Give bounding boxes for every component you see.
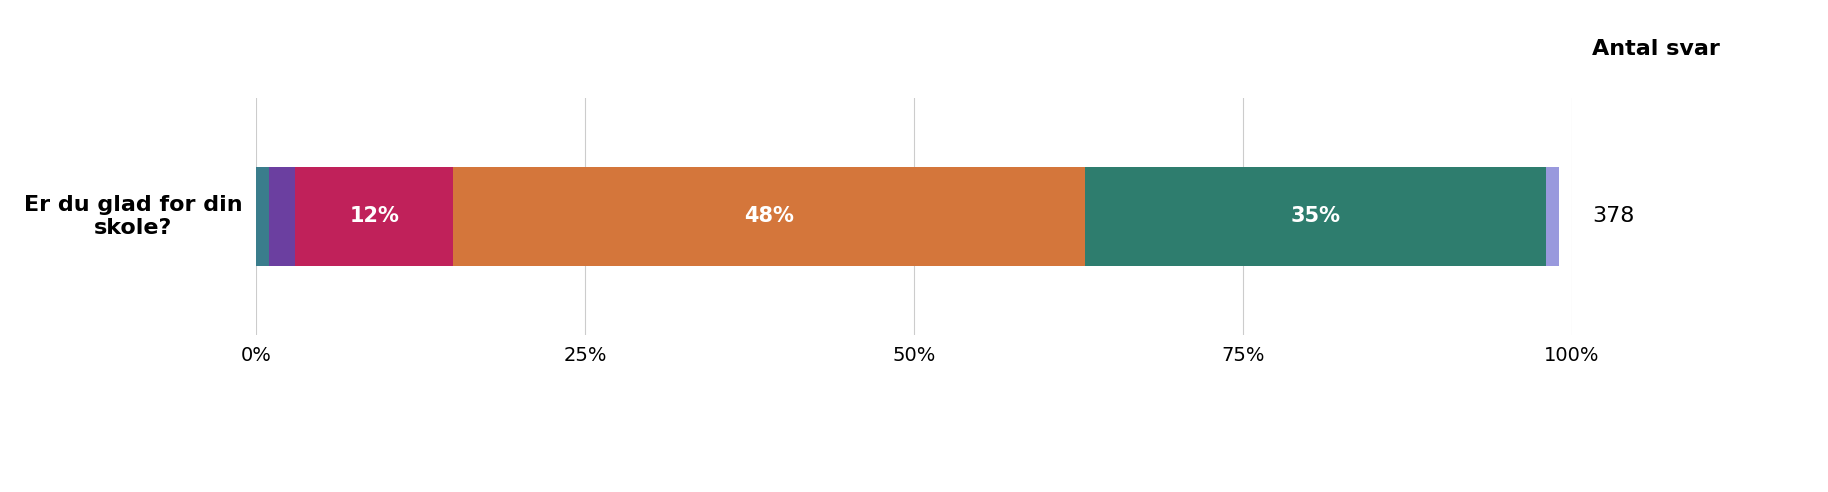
Text: 35%: 35%	[1291, 207, 1340, 226]
Bar	[269, 167, 296, 266]
Text: 378: 378	[1592, 207, 1634, 226]
Bar	[453, 167, 1086, 266]
Text: Antal svar: Antal svar	[1592, 39, 1720, 60]
Text: 12%: 12%	[349, 207, 399, 226]
Text: 48%: 48%	[744, 207, 793, 226]
Bar	[296, 167, 453, 266]
Bar	[1546, 167, 1559, 266]
Text: Er du glad for din
skole?: Er du glad for din skole?	[24, 195, 243, 238]
Legend: Aldrig, Sjældent, En gang i mellem, Tit, Meget tit, Ønsker ikke at svare: Aldrig, Sjældent, En gang i mellem, Tit,…	[472, 491, 1172, 492]
Bar	[256, 167, 269, 266]
Bar	[1086, 167, 1546, 266]
